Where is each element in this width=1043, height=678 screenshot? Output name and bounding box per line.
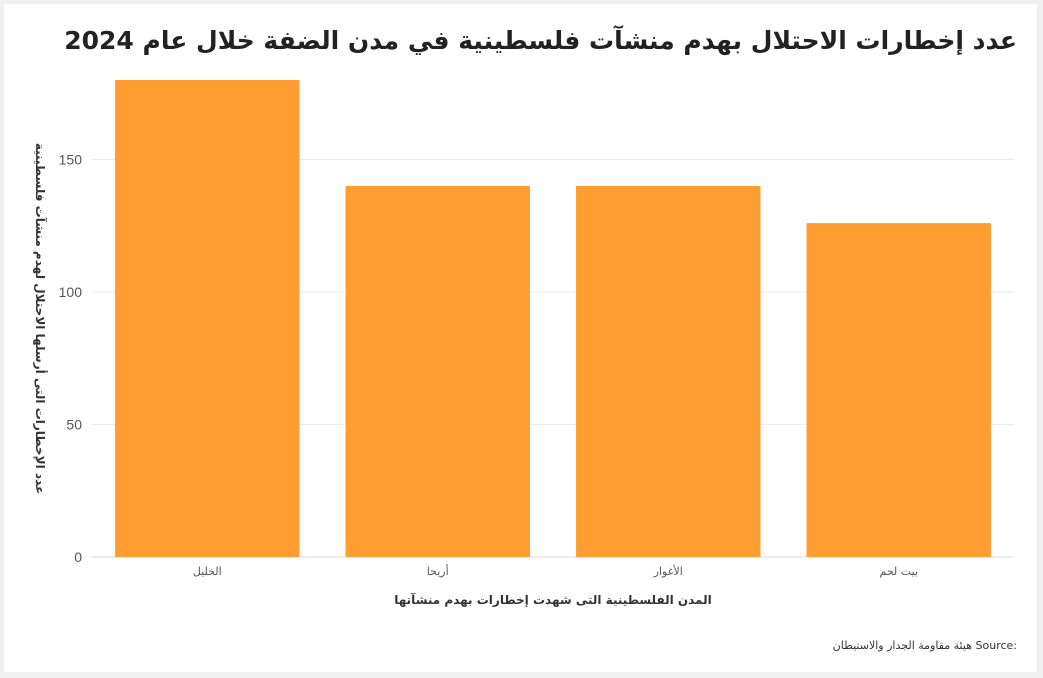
x-category-label: بيت لحم xyxy=(880,565,918,578)
source-note: هيئة مقاومة الجدار والاستيطان Source: xyxy=(833,639,1017,652)
x-axis-title: المدن الفلسطينية التى شهدت إخطارات بهدم … xyxy=(394,592,711,608)
y-axis-ticks: 0 50 100 150 xyxy=(59,152,83,566)
bar-1[interactable] xyxy=(115,80,300,557)
chart-card: عدد إخطارات الاحتلال بهدم منشآت فلسطينية… xyxy=(4,4,1037,672)
y-tick-label: 100 xyxy=(59,284,83,300)
bar-4[interactable] xyxy=(806,223,991,557)
y-tick-label: 0 xyxy=(74,549,82,565)
y-tick-label: 50 xyxy=(66,417,82,433)
source-text: هيئة مقاومة الجدار والاستيطان xyxy=(832,639,972,652)
x-category-label: الأغوار xyxy=(653,564,683,578)
bar-3[interactable] xyxy=(576,186,761,557)
x-axis-categories: الخليل أريحا الأغوار بيت لحم xyxy=(193,564,918,578)
source-label: Source: xyxy=(975,639,1018,652)
chart-title: عدد إخطارات الاحتلال بهدم منشآت فلسطينية… xyxy=(64,26,1017,55)
x-category-label: أريحا xyxy=(427,564,449,578)
bar-2[interactable] xyxy=(345,186,530,557)
bars xyxy=(115,80,991,557)
y-axis-title: عدد الإخطارات التى أرسلها الاحتلال لهدم … xyxy=(32,143,48,494)
y-tick-label: 150 xyxy=(59,152,83,168)
x-category-label: الخليل xyxy=(193,565,222,578)
bar-chart: 0 50 100 150 الخليل أريحا الأغوار بيت لحم عدد … xyxy=(32,80,1014,608)
